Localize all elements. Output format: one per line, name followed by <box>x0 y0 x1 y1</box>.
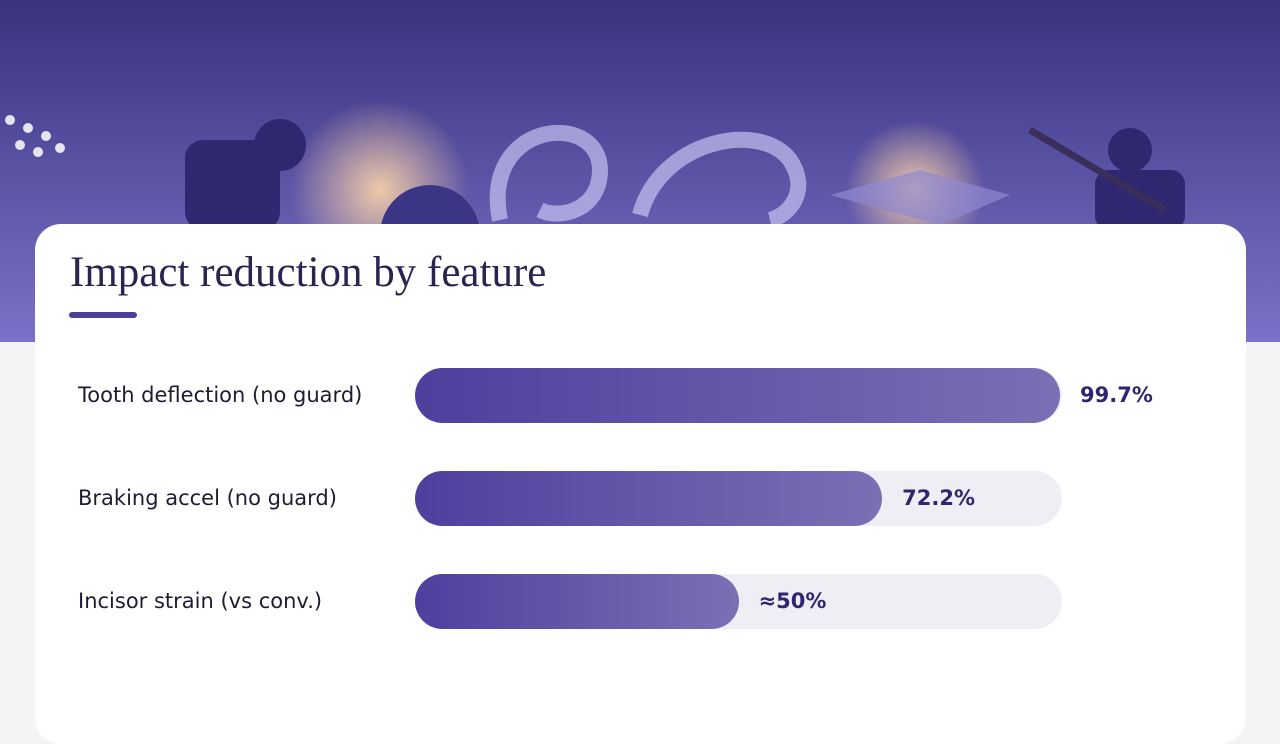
value-label: 99.7% <box>1080 383 1153 407</box>
bar-track <box>415 470 1062 526</box>
bar <box>415 470 883 526</box>
bar <box>415 573 739 629</box>
bar-track <box>415 573 1062 629</box>
bar-track <box>415 367 1062 423</box>
category-label: Braking accel (no guard) <box>78 486 337 510</box>
value-label: ≈50% <box>758 589 827 613</box>
value-label: 72.2% <box>902 486 975 510</box>
category-label: Incisor strain (vs conv.) <box>78 589 323 613</box>
bar <box>415 367 1061 423</box>
chart-title: Impact reduction by feature <box>70 249 547 296</box>
title-underline <box>69 312 137 318</box>
category-label: Tooth deflection (no guard) <box>78 383 363 407</box>
